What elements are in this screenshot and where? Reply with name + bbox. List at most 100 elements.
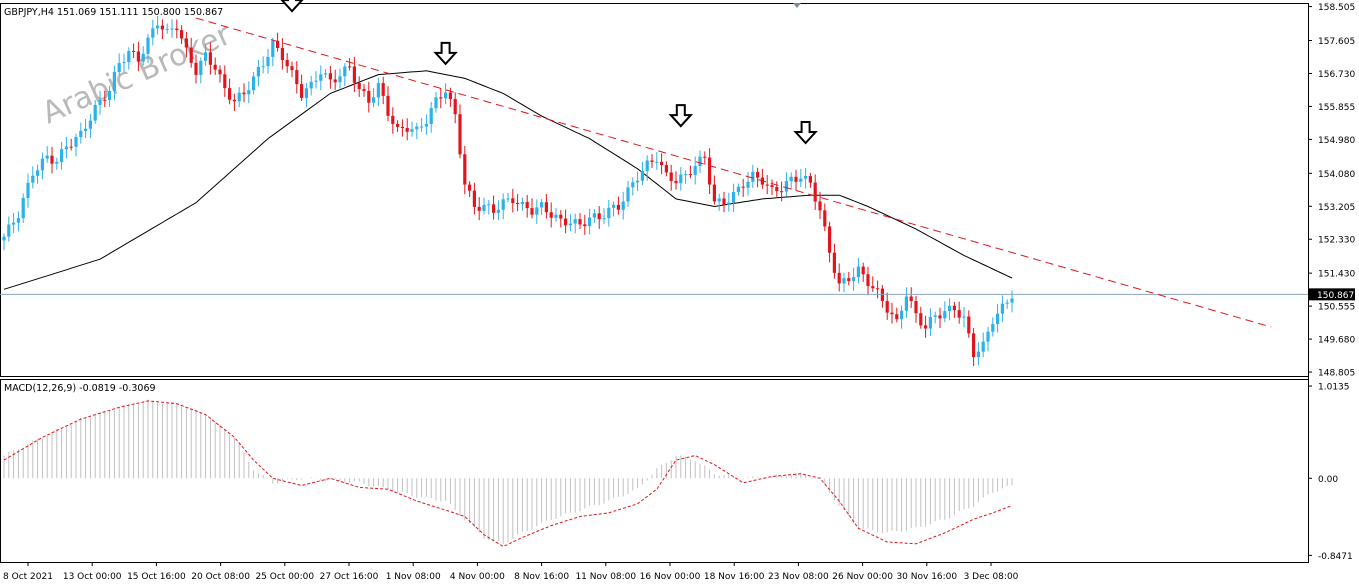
candle [607,200,611,227]
candle-body [343,66,347,77]
candle [823,203,827,232]
candle [300,74,304,101]
candle-body [602,218,606,220]
candle-body [655,161,659,163]
candle [583,214,587,235]
candle-body [981,341,985,352]
candle-body [482,204,486,211]
candle [141,46,145,66]
candle-body [568,223,572,226]
candle-body [612,204,616,208]
candle-body [304,88,308,98]
candle-body [117,63,121,73]
candle [948,298,952,321]
candle-body [45,155,49,159]
candle-body [256,66,260,77]
candle [866,266,870,296]
time-tick-label: 8 Nov 16:00 [514,572,569,582]
candle [549,202,553,228]
candle-body [242,92,246,95]
candle [74,133,78,157]
candle-body [847,278,851,282]
candle-body [549,212,553,218]
candle [679,167,683,191]
candle [712,175,716,205]
candle [468,181,472,197]
candle [165,23,169,34]
candle-body [271,40,275,57]
candle [204,44,208,66]
candle-body [400,126,404,129]
candle [242,83,246,103]
time-tick-label: 20 Oct 08:00 [191,572,250,582]
candle [631,177,635,196]
candle-body [7,224,11,237]
candle [482,197,486,215]
candle [285,53,289,73]
candle-body [309,81,313,89]
candle [952,301,956,318]
time-tick-label: 30 Nov 16:00 [896,572,957,582]
candle-body [434,97,438,109]
candle-body [237,92,241,102]
candle [290,61,294,78]
candle-body [396,123,400,127]
candle-body [12,222,16,225]
candle-body [588,217,592,227]
candle-body [943,311,947,319]
candle [991,317,995,337]
candle-body [784,181,788,192]
candle [708,148,712,195]
candle [626,180,630,208]
candle-body [218,69,222,75]
candle-body [938,315,942,319]
candle-body [516,203,520,205]
candle [487,200,491,215]
candle-body [184,38,188,48]
candle-body [252,76,256,91]
candle-body [261,66,265,68]
candle-body [21,197,25,219]
candle-body [736,186,740,192]
price-tick-label: 150.555 [1318,303,1355,313]
down-arrow-icon [280,0,304,13]
candle [967,310,971,338]
macd-layer [3,399,1013,548]
candle-body [64,146,68,150]
candle-body [900,310,904,320]
candle-body [280,47,284,60]
candle [132,43,136,58]
candle [799,168,803,187]
candle [232,93,236,112]
candle [660,153,664,175]
price-tick-label: 155.855 [1318,103,1355,113]
candle-body [127,51,131,63]
candle [535,199,539,224]
candle-body [146,37,150,54]
candle [400,119,404,137]
candle [84,119,88,139]
candle [60,141,64,170]
candle-body [228,88,232,100]
candle [434,92,438,113]
chart-shift-marker[interactable] [793,3,801,8]
candle [751,164,755,188]
candle-body [319,74,323,81]
candle-body [232,99,236,102]
candle-body [405,128,409,132]
candle-body [885,301,889,313]
candle [333,69,337,90]
candle-body [645,160,649,172]
candle [496,200,500,220]
candle [688,165,692,179]
candle-body [626,187,630,202]
candle [151,19,155,46]
current-price-tag-label: 150.867 [1317,291,1354,301]
candle [108,85,112,107]
candle [98,90,102,115]
candle [352,56,356,92]
candle [180,25,184,45]
candle [924,315,928,338]
candle [847,272,851,286]
